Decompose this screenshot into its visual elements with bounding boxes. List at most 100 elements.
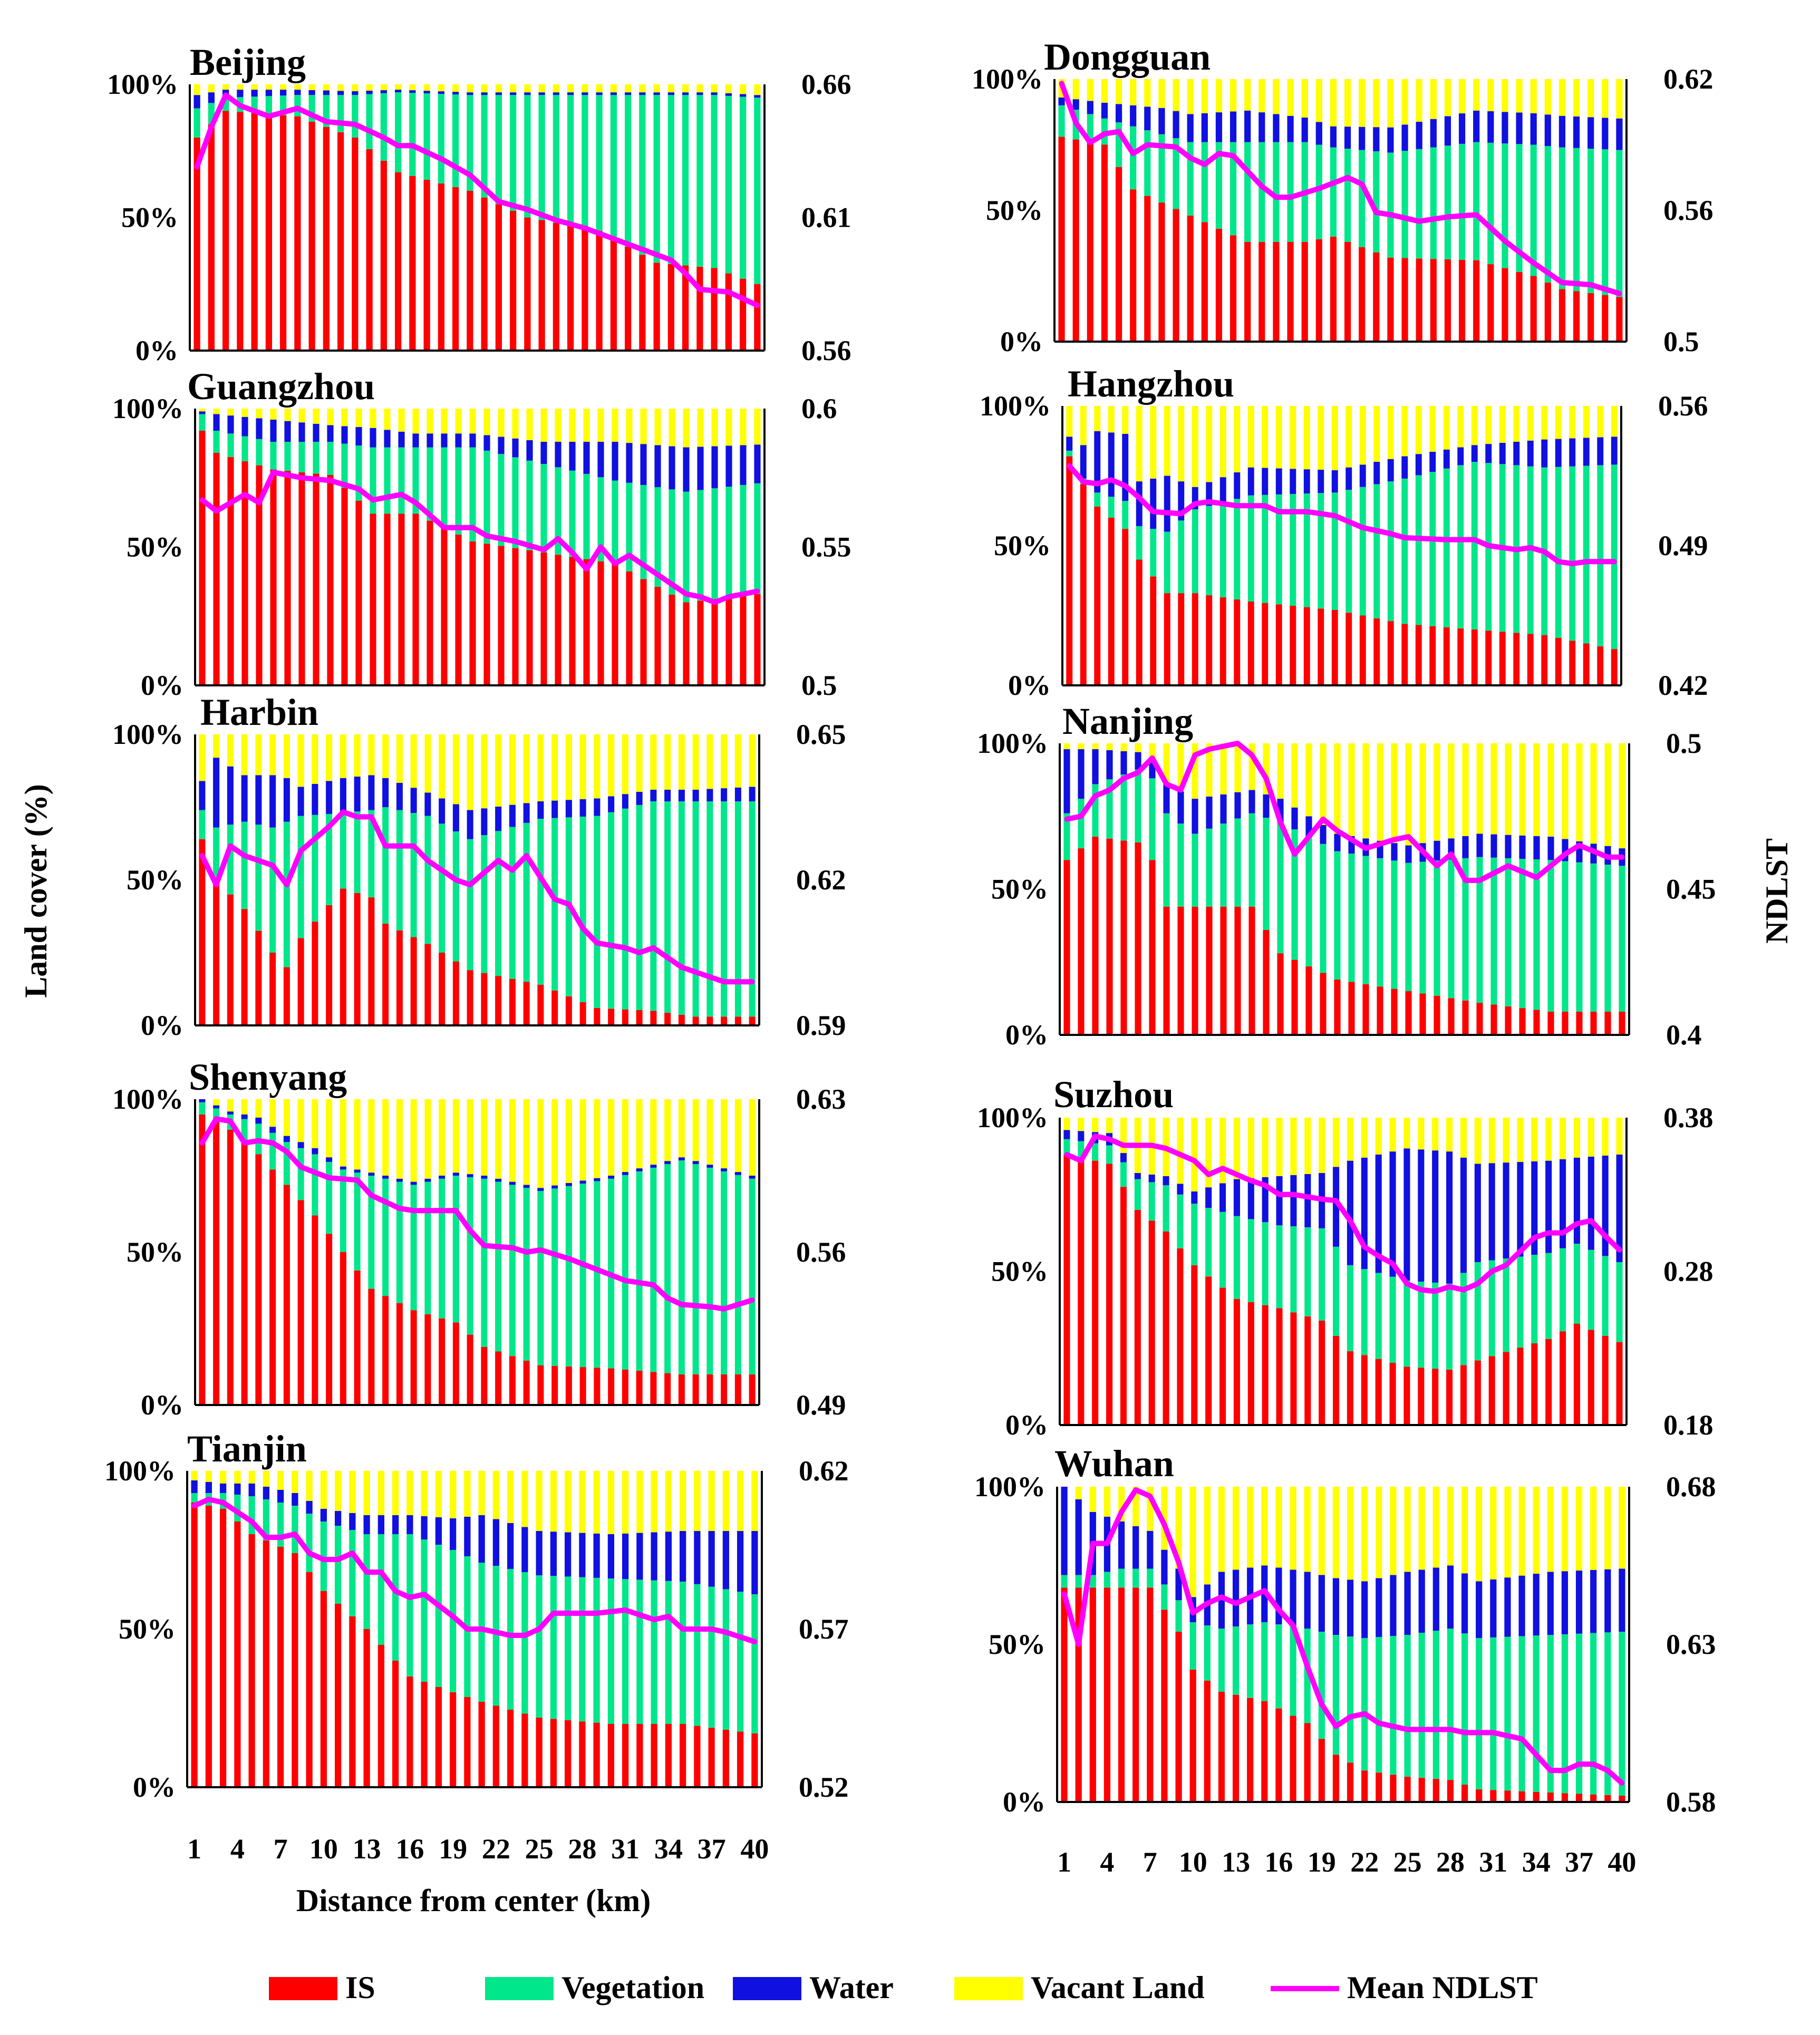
bar-vacant-37: [708, 1471, 715, 1531]
bar-vacant-18: [439, 734, 446, 799]
bar-vacant-22: [1361, 1487, 1368, 1582]
bar-water-22: [495, 92, 502, 95]
bar-vacant-32: [1503, 1118, 1509, 1163]
bar-vacant-35: [1545, 1118, 1552, 1161]
bar-is-19: [1318, 608, 1324, 685]
bar-is-33: [1518, 1791, 1525, 1802]
bar-water-20: [464, 1517, 471, 1556]
bar-vegetation-27: [1434, 860, 1440, 996]
bar-vegetation-23: [1376, 1637, 1382, 1773]
bar-vacant-15: [1258, 79, 1265, 113]
bar-vacant-29: [1461, 1487, 1468, 1574]
bar-vegetation-30: [612, 480, 618, 564]
bar-is-24: [1389, 1362, 1396, 1425]
bar-vegetation-29: [593, 1577, 600, 1723]
bar-water-28: [583, 442, 590, 474]
bar-vacant-16: [1273, 79, 1280, 114]
bar-vacant-35: [1544, 79, 1551, 115]
bar-water-19: [452, 804, 459, 831]
bar-is-25: [537, 1365, 544, 1405]
bar-water-5: [255, 775, 262, 825]
bar-vacant-24: [524, 84, 531, 93]
bar-is-9: [306, 1572, 313, 1787]
bar-is-23: [512, 548, 519, 685]
bar-vegetation-38: [725, 487, 732, 598]
bar-vegetation-21: [1347, 1265, 1353, 1352]
bar-is-38: [721, 1016, 728, 1025]
bar-is-4: [1108, 518, 1115, 685]
bar-water-33: [654, 445, 661, 488]
bar-vacant-13: [1232, 1487, 1240, 1570]
bar-water-11: [340, 1166, 346, 1170]
bar-water-33: [1518, 1575, 1525, 1636]
bar-water-22: [1361, 1581, 1368, 1639]
bar-vegetation-30: [1476, 857, 1483, 1003]
bar-vegetation-24: [524, 95, 531, 218]
bar-vegetation-40: [754, 483, 761, 594]
bar-vegetation-4: [241, 821, 248, 909]
bar-vacant-35: [682, 84, 689, 93]
bar-vegetation-17: [427, 447, 433, 521]
bar-water-13: [1232, 1569, 1240, 1627]
bar-vegetation-2: [1078, 799, 1085, 849]
bar-vacant-26: [1418, 1118, 1425, 1150]
bar-vegetation-40: [1619, 1632, 1625, 1796]
bar-vegetation-36: [1561, 1634, 1569, 1794]
bar-water-29: [1461, 1573, 1468, 1634]
bar-vegetation-32: [1502, 143, 1508, 268]
bar-vegetation-35: [1547, 860, 1554, 1012]
bar-vacant-31: [1490, 1487, 1497, 1579]
bar-is-32: [639, 255, 646, 351]
bar-water-17: [423, 91, 430, 94]
bar-is-40: [1616, 297, 1623, 342]
bar-vacant-18: [1303, 406, 1310, 470]
bar-vegetation-6: [1136, 526, 1143, 560]
bar-is-32: [1499, 632, 1506, 685]
bar-vacant-28: [579, 734, 586, 799]
bar-vacant-30: [1476, 743, 1483, 834]
bar-vegetation-22: [1359, 487, 1366, 616]
bar-vacant-23: [1376, 1487, 1382, 1578]
bar-vegetation-7: [283, 821, 290, 967]
bar-is-8: [1158, 202, 1165, 342]
bar-water-27: [565, 800, 572, 818]
bar-is-28: [1448, 998, 1455, 1035]
bar-vegetation-4: [241, 436, 248, 461]
bar-water-30: [610, 92, 617, 95]
bar-is-32: [636, 1371, 643, 1405]
bar-water-5: [251, 90, 258, 97]
bar-vacant-29: [597, 409, 604, 442]
bar-water-4: [241, 416, 248, 437]
bar-is-27: [569, 557, 576, 685]
bar-vegetation-10: [327, 442, 334, 475]
bar-vacant-33: [1518, 1487, 1525, 1576]
bar-vacant-11: [1206, 406, 1213, 482]
bar-is-39: [1602, 295, 1609, 342]
bar-is-5: [255, 1154, 262, 1405]
bar-is-24: [526, 550, 533, 685]
bar-water-10: [323, 90, 330, 95]
bar-vegetation-34: [669, 489, 675, 595]
bar-vacant-15: [1262, 1118, 1269, 1177]
bar-vacant-11: [340, 1099, 346, 1167]
bar-is-13: [1232, 1694, 1240, 1802]
bar-is-14: [384, 513, 391, 685]
bar-water-6: [265, 90, 272, 96]
bar-water-3: [227, 1111, 234, 1115]
bar-vegetation-36: [692, 1164, 699, 1374]
bar-is-22: [492, 1705, 499, 1787]
bar-vegetation-31: [622, 1175, 628, 1370]
bar-vacant-4: [241, 734, 248, 776]
bar-is-20: [467, 191, 473, 351]
bar-vacant-20: [1332, 1487, 1340, 1578]
bar-vacant-17: [427, 409, 433, 434]
bar-is-31: [622, 1369, 628, 1405]
bar-water-22: [495, 806, 502, 831]
bar-water-5: [1120, 1153, 1127, 1162]
bar-water-28: [1447, 1565, 1454, 1629]
bar-vacant-3: [227, 1099, 234, 1112]
bar-vacant-38: [721, 1099, 728, 1169]
bar-water-18: [441, 433, 448, 448]
